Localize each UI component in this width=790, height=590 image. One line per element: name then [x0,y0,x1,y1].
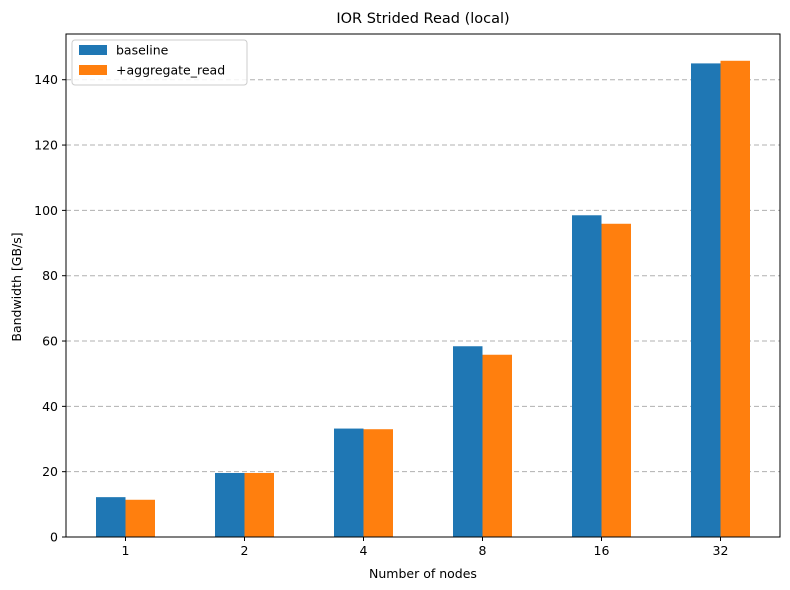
y-tick-label: 80 [42,268,58,283]
y-axis: 0 20 40 60 80 100 120 140 [34,72,66,545]
bar-baseline-32 [691,63,721,537]
x-tick-label: 16 [594,543,610,558]
x-tick-label: 1 [122,543,130,558]
bar-aggregate-read-4 [363,429,393,537]
x-tick-label: 8 [479,543,487,558]
bar-baseline-2 [215,472,245,537]
bar-baseline-8 [453,346,483,537]
y-tick-label: 140 [34,72,58,87]
legend-label: baseline [116,43,169,58]
chart-title: IOR Strided Read (local) [336,11,509,27]
x-tick-label: 2 [241,543,249,558]
y-tick-label: 60 [42,334,58,349]
bars [96,60,750,538]
bar-baseline-4 [334,428,364,537]
legend-swatch [79,65,107,75]
bar-aggregate-read-16 [601,223,631,537]
legend-label: +aggregate_read [116,63,225,78]
bar-aggregate-read-1 [125,499,155,537]
legend-box [71,39,248,86]
x-tick-label: 32 [713,543,729,558]
bar-aggregate-read-32 [720,60,750,538]
y-axis-label: Bandwidth [GB/s] [9,232,24,341]
x-tick-label: 4 [360,543,368,558]
legend: baseline +aggregate_read [71,39,248,86]
y-tick-label: 100 [34,203,58,218]
axes-frame [65,33,781,538]
y-tick-label: 20 [42,464,58,479]
y-tick-label: 120 [34,138,58,153]
legend-swatch [79,45,107,55]
y-tick-label: 0 [50,530,58,545]
bar-baseline-1 [96,497,126,537]
y-gridlines [66,79,780,473]
x-axis: 1 2 4 8 16 32 [122,537,729,558]
y-tick-label: 40 [42,399,58,414]
bar-aggregate-read-2 [244,472,274,537]
bar-baseline-16 [572,215,602,537]
bar-aggregate-read-8 [482,354,512,537]
x-axis-label: Number of nodes [369,566,477,581]
